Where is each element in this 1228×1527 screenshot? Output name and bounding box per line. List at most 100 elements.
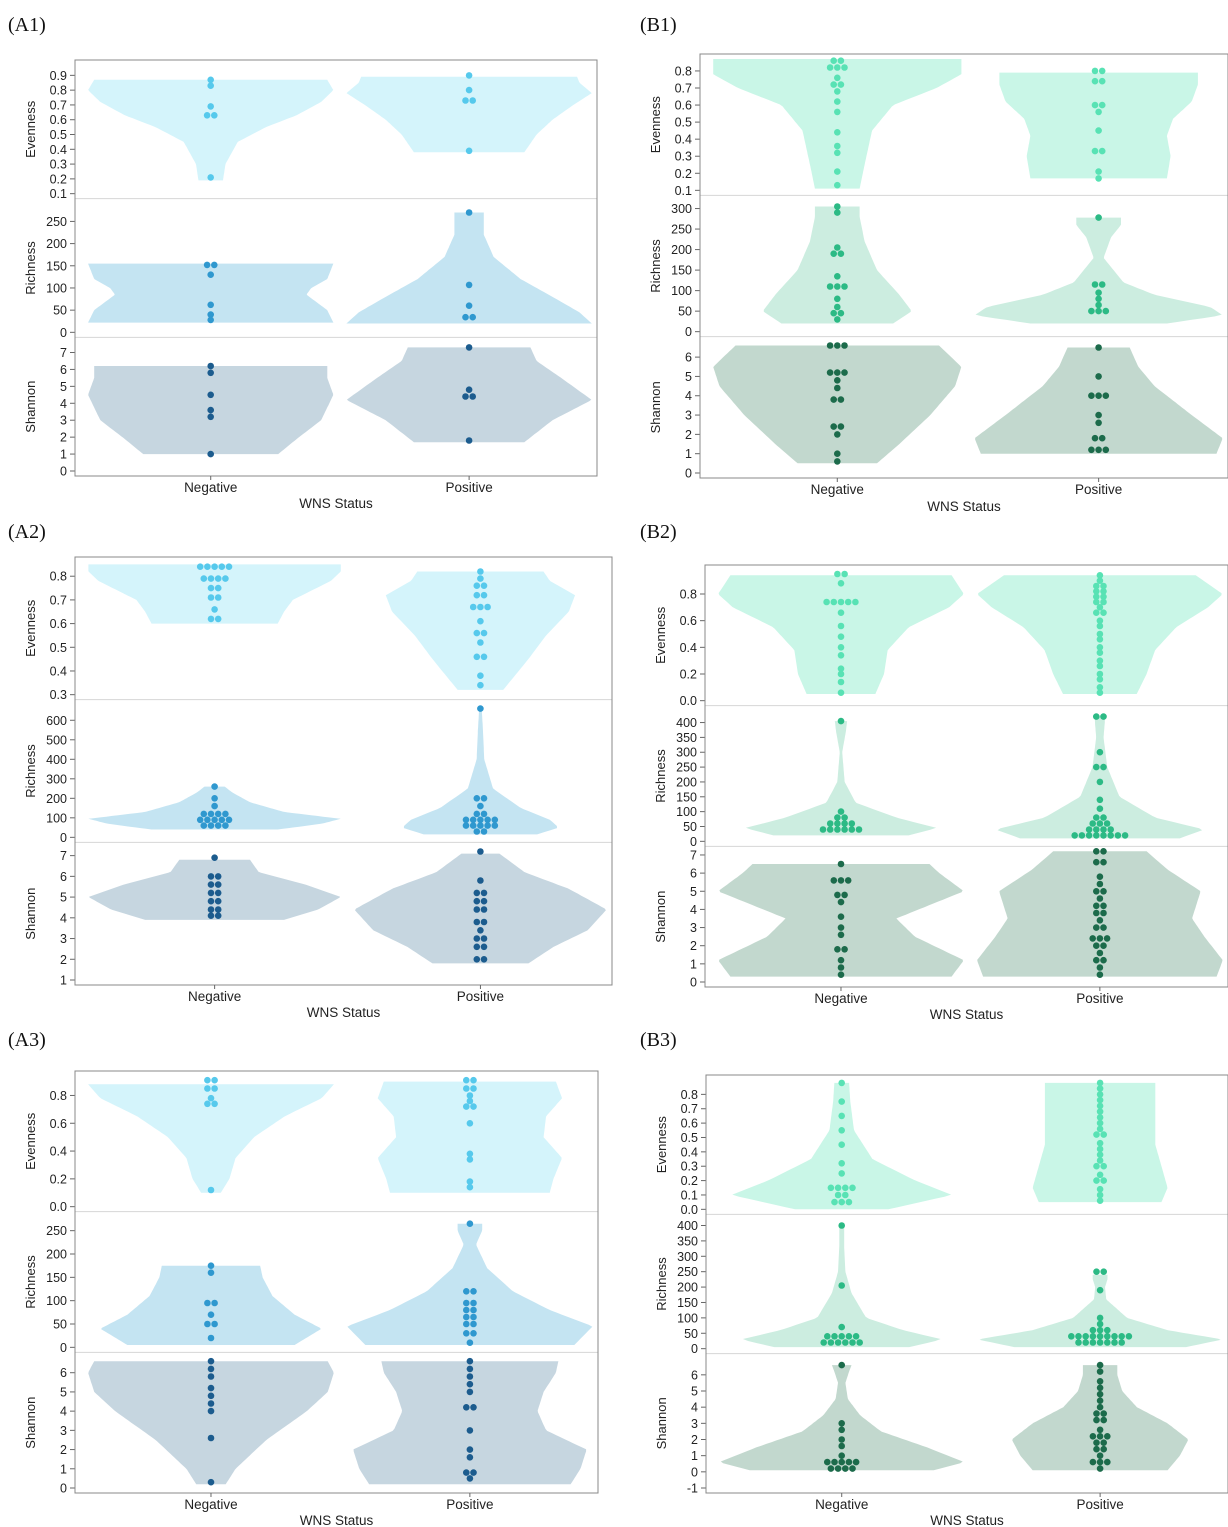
data-point (856, 1339, 863, 1346)
data-point (1100, 598, 1107, 606)
y-tick-label: 150 (671, 264, 692, 278)
data-point (204, 563, 211, 570)
y-tick-label: 0 (60, 1341, 67, 1355)
data-point (207, 889, 215, 897)
data-point (211, 783, 218, 790)
panel-label-a2: (A2) (8, 521, 46, 543)
data-point (466, 1427, 474, 1434)
x-category-label: Positive (445, 480, 492, 495)
data-point (1096, 684, 1104, 691)
data-point (837, 665, 845, 672)
data-point (838, 1361, 845, 1369)
data-point (214, 906, 222, 913)
x-category-label: Positive (1076, 991, 1123, 1006)
data-point (1075, 1339, 1082, 1346)
data-point (477, 639, 484, 646)
y-tick-label: 5 (60, 891, 67, 905)
data-point (1093, 858, 1100, 866)
y-axis-label: Shannon (648, 381, 663, 433)
data-point (841, 342, 848, 349)
y-tick-label: 6 (685, 351, 692, 365)
y-axis-label: Evenness (654, 1116, 669, 1174)
y-tick-label: 0.6 (680, 614, 697, 628)
data-point (207, 103, 214, 110)
data-point (207, 1334, 215, 1342)
y-tick-label: 0.5 (681, 1131, 698, 1145)
data-point (207, 906, 215, 913)
y-tick-label: 0.5 (50, 128, 67, 142)
y-tick-label: 4 (60, 397, 67, 411)
data-point (1095, 446, 1102, 454)
data-point (837, 971, 845, 978)
data-point (1118, 1339, 1125, 1346)
data-point (837, 622, 845, 630)
y-tick-label: 2 (691, 1433, 698, 1447)
facet-shannon: -1 0 1 2 3 4 5 6 Shannon (654, 1353, 1228, 1496)
data-point (834, 1465, 842, 1472)
data-point (1100, 1416, 1107, 1424)
data-point (1098, 147, 1106, 155)
y-tick-label: 400 (46, 753, 67, 767)
data-point (1102, 392, 1110, 400)
data-point (222, 810, 229, 818)
data-point (222, 575, 229, 582)
data-point (477, 617, 484, 625)
data-point (830, 57, 837, 64)
data-point (1093, 888, 1100, 895)
data-point (1095, 214, 1102, 221)
data-point (837, 678, 845, 686)
data-point (837, 652, 845, 659)
data-point (1093, 609, 1100, 616)
data-point (1089, 1339, 1097, 1346)
violin-richness-negative (763, 206, 911, 324)
data-point (1096, 805, 1104, 812)
data-point (1100, 814, 1107, 821)
data-point (477, 822, 484, 829)
data-point (834, 64, 841, 71)
data-point (473, 828, 481, 835)
data-point (480, 935, 488, 942)
data-point (849, 1339, 856, 1346)
data-point (218, 563, 226, 570)
data-point (1100, 1177, 1107, 1184)
data-point (1093, 924, 1100, 931)
violin-evenness-positive (385, 571, 576, 690)
y-tick-label: 0.3 (50, 688, 67, 702)
data-point (837, 964, 845, 971)
y-tick-label: 300 (676, 746, 697, 760)
data-point (838, 1079, 845, 1087)
data-point (838, 1112, 845, 1120)
data-point (1096, 1465, 1104, 1472)
y-tick-label: 0 (690, 835, 697, 849)
violin-evenness-negative (713, 59, 962, 189)
data-point (827, 1184, 835, 1192)
data-point (480, 629, 488, 637)
data-point (1096, 964, 1104, 971)
data-point (466, 1357, 474, 1365)
data-point (1096, 1139, 1104, 1147)
data-point (1088, 307, 1095, 315)
data-point (470, 1299, 477, 1307)
data-point (1096, 689, 1104, 696)
data-point (465, 72, 473, 79)
x-axis-label: WNS Status (300, 1513, 374, 1527)
data-point (1100, 902, 1107, 910)
data-point (462, 393, 469, 400)
data-point (1091, 434, 1099, 442)
data-point (1093, 593, 1100, 600)
y-tick-label: 0.6 (675, 99, 692, 113)
y-tick-label: 100 (677, 1311, 698, 1325)
data-point (207, 1094, 215, 1102)
data-point (1093, 588, 1100, 595)
data-point (1100, 858, 1107, 866)
data-point (473, 897, 481, 905)
y-tick-label: 4 (60, 1405, 67, 1419)
y-tick-label: 0.8 (681, 1088, 698, 1102)
data-point (491, 822, 499, 829)
data-point (214, 822, 222, 829)
data-point (834, 1339, 842, 1346)
violin-richness-negative (88, 263, 334, 323)
data-point (211, 261, 218, 269)
y-tick-label: 4 (60, 911, 67, 925)
y-tick-label: 150 (676, 790, 697, 804)
